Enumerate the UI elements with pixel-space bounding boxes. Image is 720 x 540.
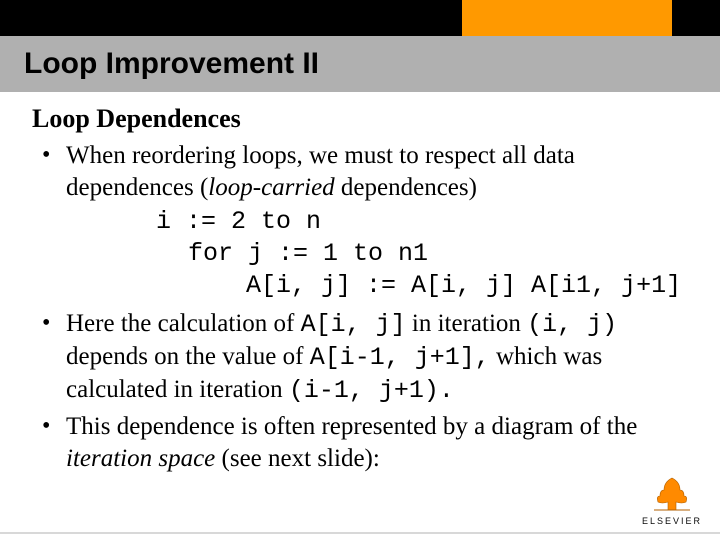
footer-divider xyxy=(0,532,720,534)
slide: Loop Improvement II Loop Dependences Whe… xyxy=(0,0,720,540)
bullet-1: When reordering loops, we must to respec… xyxy=(36,140,688,302)
bullet-1-italic: loop-carried xyxy=(208,174,334,201)
code-block: i := 2 to n for j := 1 to n1 A[i, j] := … xyxy=(66,206,688,302)
publisher-logo: ELSEVIER xyxy=(642,474,702,526)
bullet-3-text-b: (see next slide): xyxy=(215,445,380,472)
bullet-2-text-a: Here the calculation of xyxy=(66,310,301,337)
tree-icon xyxy=(650,474,694,514)
subheading: Loop Dependences xyxy=(32,104,688,134)
bullet-list: When reordering loops, we must to respec… xyxy=(32,140,688,475)
code-line-3: A[i, j] := A[i, j] A[i1, j+1] xyxy=(156,270,688,302)
bullet-3-italic: iteration space xyxy=(66,445,215,472)
code-line-2: for j := 1 to n1 xyxy=(156,238,688,270)
bullet-3: This dependence is often represented by … xyxy=(36,411,688,475)
bullet-2-code-4: (i-1, j+1). xyxy=(289,376,454,405)
bullet-2-text-c: depends on the value of xyxy=(66,343,310,370)
bullet-2-code-2: (i, j) xyxy=(527,310,617,339)
bullet-1-text-b: dependences) xyxy=(335,174,477,201)
bullet-3-text-a: This dependence is often represented by … xyxy=(66,413,637,440)
publisher-name: ELSEVIER xyxy=(642,516,702,526)
slide-title: Loop Improvement II xyxy=(24,47,319,81)
bullet-2-code-1: A[i, j] xyxy=(301,310,406,339)
title-bar: Loop Improvement II xyxy=(0,36,720,92)
top-orange-accent xyxy=(462,0,672,36)
content-area: Loop Dependences When reordering loops, … xyxy=(32,104,688,479)
bullet-2-text-b: in iteration xyxy=(406,310,528,337)
code-line-1: i := 2 to n xyxy=(156,206,688,238)
bullet-2: Here the calculation of A[i, j] in itera… xyxy=(36,308,688,407)
bullet-2-code-3: A[i-1, j+1], xyxy=(310,343,490,372)
